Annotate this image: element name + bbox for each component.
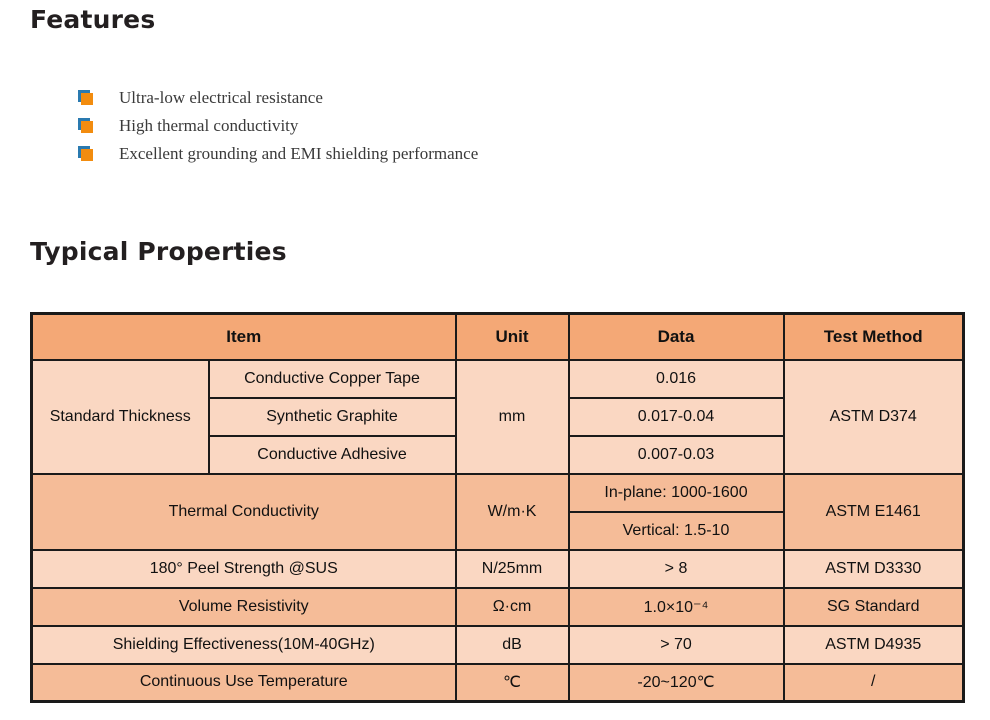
cell-resistivity-test-method: SG Standard — [782, 586, 965, 627]
list-item: Excellent grounding and EMI shielding pe… — [78, 140, 990, 168]
feature-text: Ultra-low electrical resistance — [119, 88, 323, 107]
feature-text: High thermal conductivity — [119, 116, 299, 135]
square-bullet-icon — [78, 118, 94, 134]
cell-graphite: Synthetic Graphite — [207, 396, 457, 437]
table-row: 180° Peel Strength @SUS N/25mm > 8 ASTM … — [30, 548, 965, 589]
typical-properties-table: Item Unit Data Test Method Standard Thic… — [30, 312, 965, 703]
cell-shielding-unit: dB — [454, 624, 570, 665]
header-test-method: Test Method — [782, 312, 965, 361]
header-data: Data — [567, 312, 785, 361]
cell-copper-data: 0.016 — [567, 358, 785, 399]
cell-shielding-test-method: ASTM D4935 — [782, 624, 965, 665]
cell-standard-thickness: Standard Thickness — [30, 358, 210, 475]
table-row: Synthetic Graphite 0.017-0.04 — [32, 396, 964, 437]
cell-temperature-data: -20~120℃ — [567, 662, 785, 703]
cell-resistivity-data: 1.0×10⁻⁴ — [567, 586, 785, 627]
cell-copper-tape: Conductive Copper Tape — [207, 358, 457, 399]
cell-thermal-inplane: In-plane: 1000-1600 — [567, 472, 785, 513]
cell-peel-unit: N/25mm — [454, 548, 570, 589]
table-row: Thermal Conductivity W/m·K In-plane: 100… — [30, 472, 965, 551]
typical-properties-heading: Typical Properties — [30, 237, 287, 266]
header-unit: Unit — [454, 312, 570, 361]
table-row: Shielding Effectiveness(10M-40GHz) dB > … — [30, 624, 965, 665]
datasheet-page: Features Ultra-low electrical resistance… — [30, 5, 990, 703]
table-row: Continuous Use Temperature ℃ -20~120℃ / — [30, 662, 965, 703]
cell-thermal-test-method: ASTM E1461 — [782, 472, 965, 551]
cell-resistivity-unit: Ω·cm — [454, 586, 570, 627]
square-bullet-icon — [78, 146, 94, 162]
cell-temperature-unit: ℃ — [454, 662, 570, 703]
list-item: High thermal conductivity — [78, 112, 990, 140]
cell-peel-test-method: ASTM D3330 — [782, 548, 965, 589]
cell-volume-resistivity: Volume Resistivity — [30, 586, 457, 627]
cell-thermal-conductivity: Thermal Conductivity — [30, 472, 457, 551]
table-row: Volume Resistivity Ω·cm 1.0×10⁻⁴ SG Stan… — [30, 586, 965, 627]
table-header-row: Item Unit Data Test Method — [30, 312, 965, 361]
cell-thermal-vertical: Vertical: 1.5-10 — [567, 510, 785, 551]
header-item: Item — [30, 312, 457, 361]
cell-thickness-unit: mm — [454, 358, 570, 475]
cell-peel-data: > 8 — [567, 548, 785, 589]
features-heading: Features — [30, 5, 156, 34]
cell-peel-strength: 180° Peel Strength @SUS — [30, 548, 457, 589]
cell-continuous-temperature: Continuous Use Temperature — [30, 662, 457, 703]
cell-graphite-data: 0.017-0.04 — [567, 396, 785, 437]
cell-adhesive: Conductive Adhesive — [207, 434, 457, 475]
table-row: Conductive Adhesive 0.007-0.03 — [32, 434, 964, 475]
cell-temperature-test-method: / — [782, 662, 965, 703]
square-bullet-icon — [78, 90, 94, 106]
table-row: Standard Thickness Conductive Copper Tap… — [30, 358, 965, 475]
cell-shielding-effectiveness: Shielding Effectiveness(10M-40GHz) — [30, 624, 457, 665]
cell-shielding-data: > 70 — [567, 624, 785, 665]
feature-text: Excellent grounding and EMI shielding pe… — [119, 144, 479, 163]
cell-thickness-test-method: ASTM D374 — [782, 358, 965, 475]
cell-thermal-unit: W/m·K — [454, 472, 570, 551]
table-row: Vertical: 1.5-10 — [32, 510, 964, 551]
list-item: Ultra-low electrical resistance — [78, 84, 990, 112]
features-list: Ultra-low electrical resistance High the… — [78, 84, 990, 168]
cell-adhesive-data: 0.007-0.03 — [567, 434, 785, 475]
